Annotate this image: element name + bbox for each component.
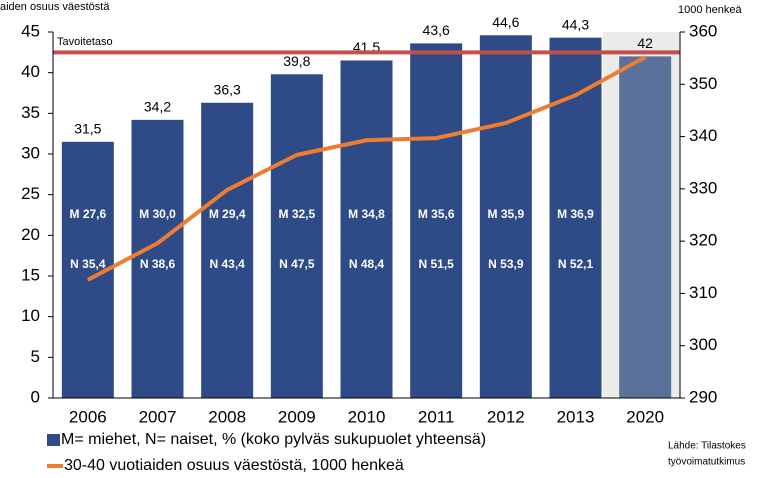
y-tick-label: 30 xyxy=(21,143,40,162)
y2-tick-label: 330 xyxy=(689,178,717,197)
value-label: 34,2 xyxy=(144,99,171,115)
segment-label: M 35,9 xyxy=(487,207,524,221)
x-tick-label: 2013 xyxy=(557,407,595,426)
y2-axis-label: 1000 henkeä xyxy=(678,4,742,16)
bar xyxy=(270,74,323,398)
bar xyxy=(410,43,463,399)
y2-tick-label: 340 xyxy=(689,126,717,145)
y-tick-label: 20 xyxy=(21,225,40,244)
segment-label: N 38,6 xyxy=(140,257,176,271)
source: työvoimatutkimus xyxy=(668,457,745,468)
value-label: 39,8 xyxy=(283,53,310,69)
legend-label: 30-40 vuotiaiden osuus väestöstä, 1000 h… xyxy=(64,457,404,474)
legend-swatch xyxy=(47,434,60,446)
reference-label: Tavoitetaso xyxy=(57,36,113,48)
line xyxy=(86,55,647,282)
bar xyxy=(619,56,672,399)
x-tick-label: 2009 xyxy=(278,407,316,426)
y2-tick-label: 360 xyxy=(689,21,717,40)
bar xyxy=(340,60,393,398)
bar xyxy=(549,37,602,399)
y-tick-label: 40 xyxy=(21,62,40,81)
source: Lähde: Tilastokes xyxy=(668,441,746,452)
segment-label: N 48,4 xyxy=(349,257,385,271)
y-tick-label: 10 xyxy=(21,306,40,325)
y-tick-label: 5 xyxy=(31,347,40,366)
x-tick-label: 2020 xyxy=(626,407,664,426)
y-tick-label: 25 xyxy=(21,184,40,203)
y2-tick-label: 310 xyxy=(689,283,717,302)
y-tick-label: 0 xyxy=(31,387,40,406)
segment-label: M 35,6 xyxy=(418,207,455,221)
segment-label: N 35,4 xyxy=(70,257,106,271)
x-tick-label: 2008 xyxy=(208,407,246,426)
y2-tick-label: 290 xyxy=(689,387,717,406)
segment-label: N 53,9 xyxy=(488,257,524,271)
segment-label: M 32,5 xyxy=(278,207,315,221)
segment-label: N 47,5 xyxy=(279,257,315,271)
value-label: 44,6 xyxy=(492,14,519,30)
segment-label: M 27,6 xyxy=(69,207,106,221)
y-tick-label: 35 xyxy=(21,103,40,122)
bar xyxy=(201,102,254,398)
y-axis-label: aiden osuus väestöstä xyxy=(0,1,110,13)
value-label: 43,6 xyxy=(423,22,450,38)
y2-tick-label: 320 xyxy=(689,231,717,250)
x-tick-label: 2010 xyxy=(348,407,386,426)
segment-label: M 29,4 xyxy=(209,207,246,221)
legend-label: M= miehet, N= naiset, % (koko pylväs suk… xyxy=(61,431,486,448)
x-tick-label: 2007 xyxy=(139,407,177,426)
bar xyxy=(131,119,184,398)
y2-tick-label: 300 xyxy=(689,335,717,354)
x-tick-label: 2006 xyxy=(69,407,107,426)
segment-label: M 36,9 xyxy=(557,207,594,221)
segment-label: N 52,1 xyxy=(558,257,594,271)
segment-label: M 34,8 xyxy=(348,207,385,221)
value-label: 36,3 xyxy=(214,81,241,97)
x-tick-label: 2011 xyxy=(418,407,455,426)
value-label: 31,5 xyxy=(74,121,101,137)
value-label: 42 xyxy=(637,35,653,51)
y-tick-label: 15 xyxy=(21,265,40,284)
y2-tick-label: 350 xyxy=(689,74,717,93)
y-tick-label: 45 xyxy=(21,21,40,40)
segment-label: M 30,0 xyxy=(139,207,176,221)
x-tick-label: 2012 xyxy=(487,407,525,426)
segment-label: N 43,4 xyxy=(209,257,245,271)
value-label: 44,3 xyxy=(562,16,589,32)
segment-label: N 51,5 xyxy=(418,257,454,271)
bar xyxy=(479,35,532,399)
